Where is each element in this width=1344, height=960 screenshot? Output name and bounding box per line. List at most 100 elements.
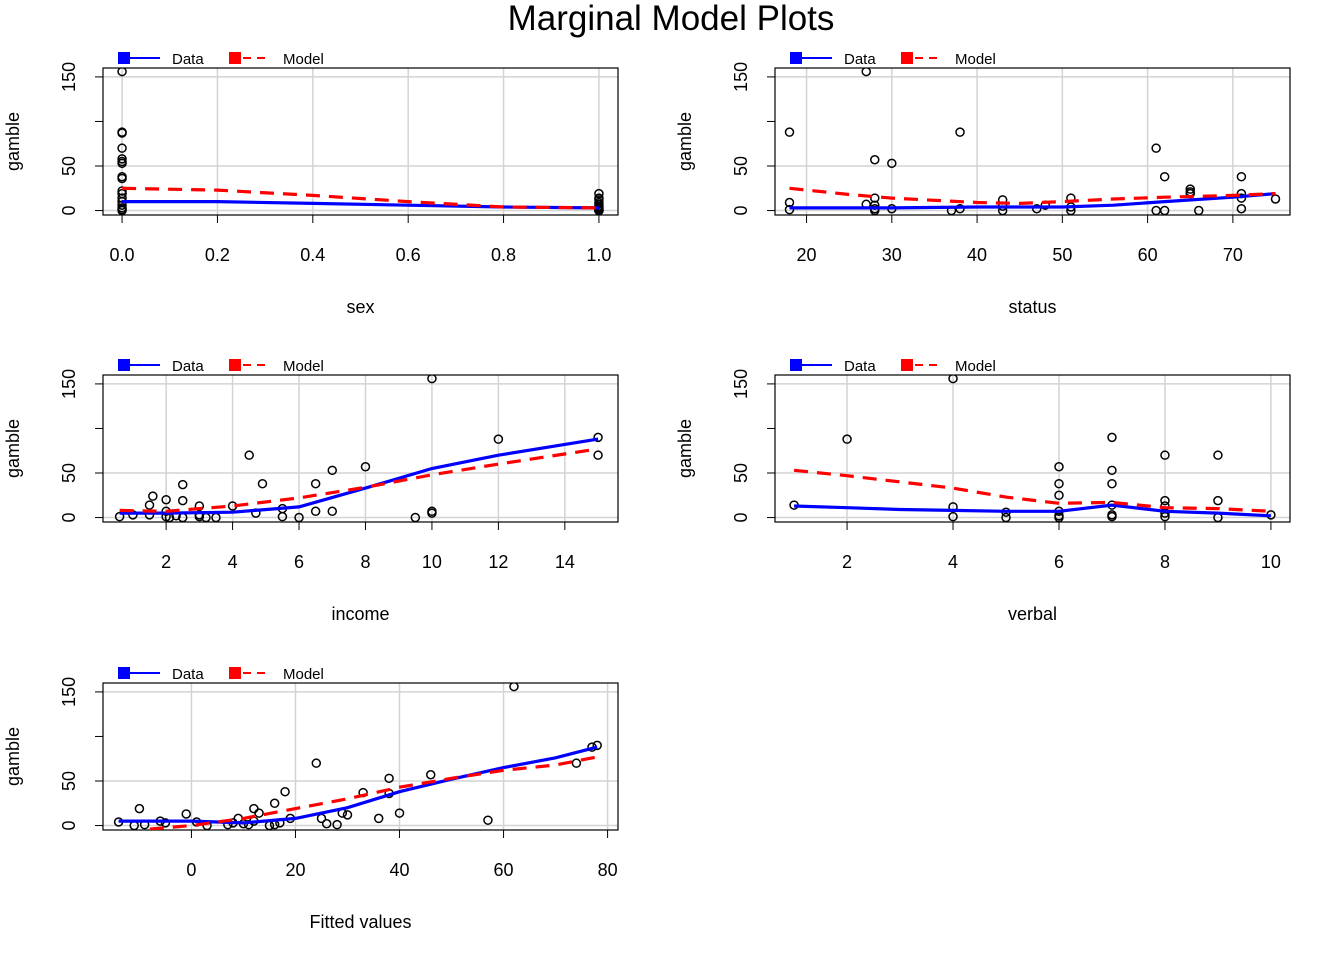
legend-data-label: Data	[172, 51, 204, 68]
y-axis-label: gamble	[3, 112, 23, 171]
x-tick-label: 4	[228, 552, 238, 572]
x-tick-label: 12	[488, 552, 508, 572]
data-point	[1107, 511, 1117, 522]
data-points	[114, 375, 603, 522]
y-tick-label: 150	[59, 677, 79, 707]
data-point	[1001, 512, 1011, 522]
data-point	[161, 494, 171, 505]
data-point	[117, 158, 127, 169]
data-point	[160, 818, 171, 828]
data-point	[1159, 171, 1170, 182]
plot-frame	[774, 67, 1291, 216]
data-point	[1107, 465, 1117, 476]
legend-data-label: Data	[844, 358, 876, 375]
legend-data-swatch	[790, 359, 802, 371]
x-axis-label: verbal	[1008, 604, 1057, 624]
data-point	[955, 127, 965, 137]
x-tick-label: 1.0	[586, 245, 611, 265]
data-point	[410, 512, 421, 522]
model-smooth-line	[149, 755, 598, 830]
data-point	[948, 375, 958, 384]
data-smooth-line	[122, 200, 599, 210]
data-point	[509, 683, 519, 692]
legend-model-swatch	[901, 359, 913, 371]
x-tick-label: 8	[1160, 552, 1170, 572]
legend-model-swatch	[229, 52, 241, 64]
legend-model-label: Model	[283, 666, 324, 683]
data-point	[117, 128, 127, 138]
data-point	[483, 815, 493, 825]
x-tick-label: 6	[1054, 552, 1064, 572]
data-smooth-line	[118, 745, 598, 825]
data-point	[870, 193, 880, 203]
plot-frame	[102, 67, 619, 216]
data-point	[1054, 490, 1064, 501]
data-smooth-line	[794, 503, 1271, 518]
legend-model-label: Model	[955, 51, 996, 68]
x-tick-label: 50	[1052, 245, 1072, 265]
legend-data-label: Data	[844, 51, 876, 68]
y-axis-label: gamble	[3, 419, 23, 478]
data-point	[117, 143, 127, 153]
data-point	[117, 205, 127, 215]
x-tick-label: 0	[186, 860, 196, 880]
data-point	[394, 808, 405, 818]
model-smooth-line	[119, 447, 599, 513]
x-tick-label: 10	[422, 552, 442, 572]
x-tick-label: 40	[967, 245, 987, 265]
data-point	[280, 786, 290, 797]
y-axis-label: gamble	[675, 419, 695, 478]
data-point	[144, 500, 155, 510]
data-point	[310, 478, 321, 489]
legend-model-label: Model	[283, 358, 324, 375]
y-tick-label: 0	[59, 513, 79, 523]
data-point	[593, 432, 603, 443]
data-point	[360, 462, 371, 472]
panel-sex: 0.0 0.2 0.4 0.6 0.8 1.0 0 50 150 sex gamble Data Mod…	[3, 51, 619, 317]
legend-data-swatch	[118, 667, 130, 679]
data-smooth-line	[119, 437, 599, 515]
data-point	[425, 770, 436, 780]
panel-income: 2 4 6 8 10 12 14 0 50 150 income gamble Data Model	[3, 358, 619, 624]
x-axis-label: sex	[346, 297, 374, 317]
data-point	[177, 495, 188, 506]
data-point	[887, 158, 897, 169]
y-tick-label: 150	[59, 62, 79, 92]
data-point	[1107, 432, 1117, 443]
y-tick-label: 50	[731, 156, 751, 176]
x-tick-label: 4	[948, 552, 958, 572]
y-tick-label: 50	[59, 156, 79, 176]
data-point	[1159, 205, 1170, 215]
x-tick-label: 60	[494, 860, 514, 880]
y-tick-label: 0	[731, 513, 751, 523]
y-axis-label: gamble	[3, 727, 23, 786]
data-point	[373, 813, 384, 824]
plot-frame	[102, 374, 619, 523]
data-point	[593, 450, 603, 460]
x-tick-label: 70	[1223, 245, 1243, 265]
y-tick-label: 50	[59, 463, 79, 483]
data-point	[1185, 184, 1195, 194]
data-point	[294, 512, 304, 522]
data-point	[784, 127, 795, 137]
data-point	[1236, 171, 1247, 182]
figure-title: Marginal Model Plots	[508, 0, 835, 38]
x-tick-label: 80	[598, 860, 618, 880]
x-tick-label: 6	[294, 552, 304, 572]
data-point	[148, 491, 158, 501]
data-point	[1213, 450, 1223, 460]
y-tick-label: 150	[731, 369, 751, 399]
legend-model-swatch	[901, 52, 913, 64]
y-tick-label: 0	[59, 206, 79, 216]
data-point	[427, 508, 437, 518]
model-smooth-line	[789, 186, 1276, 206]
x-axis-label: Fitted values	[309, 912, 411, 932]
data-point	[948, 511, 958, 522]
legend-model-label: Model	[955, 358, 996, 375]
x-tick-label: 20	[285, 860, 305, 880]
data-point	[1054, 512, 1064, 522]
x-tick-label: 2	[161, 552, 171, 572]
data-point	[842, 434, 852, 444]
data-smooth-line	[789, 192, 1276, 210]
legend-model-swatch	[229, 359, 241, 371]
